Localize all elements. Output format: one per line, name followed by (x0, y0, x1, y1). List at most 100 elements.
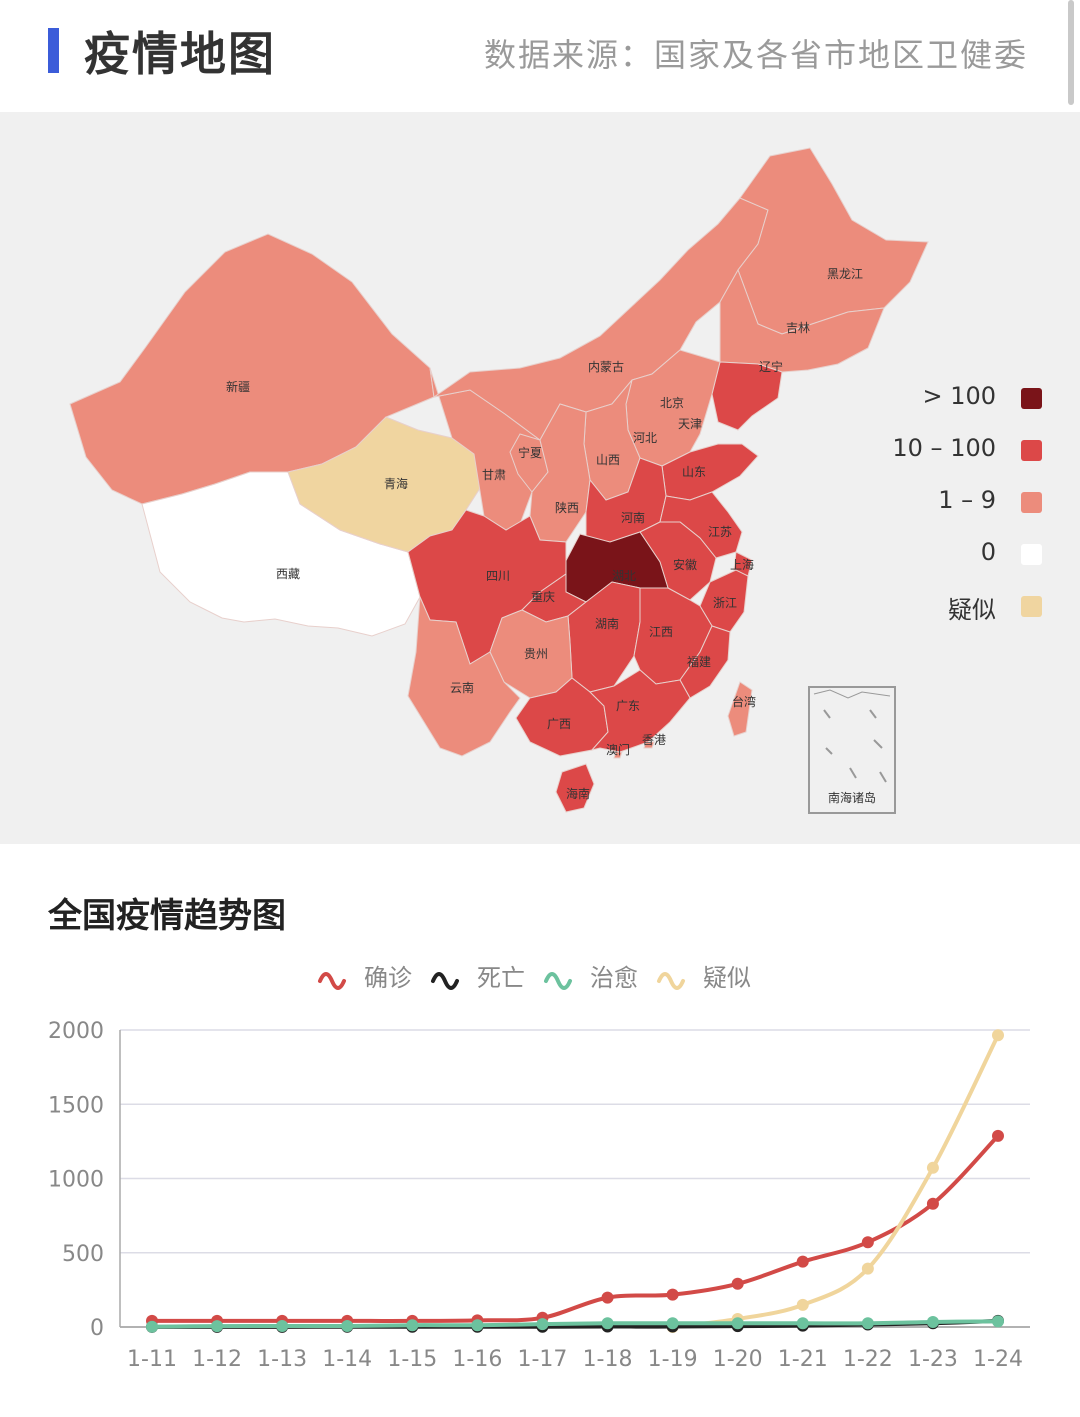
chart-legend: 确诊 死亡 治愈 疑似 (318, 964, 751, 992)
data-point[interactable] (211, 1320, 224, 1333)
data-source: 数据来源：国家及各省市地区卫健委 (483, 36, 1028, 74)
legend-label: 0 (980, 538, 996, 566)
data-point[interactable] (926, 1315, 939, 1328)
region-陕西[interactable] (529, 403, 591, 543)
region-label: 湖南 (595, 616, 619, 631)
region-海南[interactable] (555, 763, 595, 813)
region-label: 江西 (649, 625, 673, 639)
region-label: 浙江 (713, 596, 737, 610)
data-point[interactable] (992, 1129, 1004, 1142)
data-point[interactable] (666, 1288, 679, 1301)
legend-entry[interactable]: 疑似 (657, 964, 751, 992)
data-point[interactable] (731, 1317, 744, 1330)
legend-text: 确诊 (364, 964, 412, 992)
legend-entry[interactable]: 确诊 (318, 964, 412, 992)
inset-label: 南海诸岛 (827, 791, 876, 805)
map-header: 疫情地图 数据来源：国家及各省市地区卫健委 (0, 0, 1080, 112)
data-point[interactable] (601, 1317, 614, 1330)
region-label: 云南 (450, 680, 474, 695)
data-point[interactable] (341, 1319, 354, 1332)
region-label: 上海 (730, 557, 754, 572)
chart-grid: 0 500 1000 1500 2000 (48, 1019, 1030, 1341)
legend-label: 1 – 9 (938, 486, 996, 514)
data-point[interactable] (406, 1319, 419, 1332)
region-台湾[interactable] (727, 681, 753, 737)
legend-item[interactable]: 0 (842, 538, 1042, 590)
legend-label: 疑似 (948, 596, 996, 624)
region-label: 四川 (486, 569, 510, 583)
region-青海[interactable] (287, 416, 485, 553)
region-label: 吉林 (786, 321, 810, 335)
region-云南[interactable] (407, 596, 521, 757)
region-label: 陕西 (555, 500, 579, 515)
legend-swatch (1021, 596, 1042, 617)
region-label: 河南 (621, 510, 645, 525)
data-point[interactable] (146, 1320, 158, 1333)
region-广东[interactable] (589, 669, 691, 753)
legend-entry[interactable]: 死亡 (431, 964, 525, 992)
x-tick-label: 1-16 (452, 1347, 502, 1372)
data-point[interactable] (666, 1317, 679, 1330)
region-label: 辽宁 (759, 359, 783, 374)
region-label: 山西 (596, 453, 620, 467)
legend-swatch (1021, 544, 1042, 565)
region-label: 北京 (660, 396, 684, 410)
y-tick-label: 500 (62, 1242, 104, 1267)
data-point[interactable] (731, 1277, 744, 1290)
legend-icon (544, 972, 572, 990)
series-治愈 (146, 1315, 1004, 1333)
legend-swatch (1021, 440, 1042, 461)
region-label: 湖北 (612, 568, 636, 583)
legend-item[interactable]: > 100 (842, 382, 1042, 434)
region-label: 黑龙江 (827, 267, 863, 281)
trend-section: 全国疫情趋势图 确诊 死亡 治愈 疑似 0 500 1000 1500 2000 1-11 1-12… (0, 844, 1080, 1417)
x-tick-label: 1-14 (322, 1347, 372, 1372)
trend-chart: 确诊 死亡 治愈 疑似 0 500 1000 1500 2000 1-11 1-12 1-13 1-14… (48, 964, 1030, 1372)
data-point[interactable] (471, 1319, 484, 1332)
epidemic-map: 新疆 西藏 青海 甘肃 内蒙古 黑龙江 吉林 辽宁 北京 天津 河北 山西 宁夏 陕西 山东 河南 江苏 安徽 上海… (0, 112, 1080, 844)
data-point[interactable] (796, 1255, 809, 1268)
region-label: 广东 (616, 699, 640, 713)
region-西藏[interactable] (141, 471, 421, 637)
region-香港[interactable] (643, 741, 655, 749)
data-point[interactable] (861, 1317, 874, 1330)
page-title: 疫情地图 (84, 27, 276, 81)
data-point[interactable] (601, 1291, 614, 1304)
region-label: 贵州 (524, 647, 548, 661)
region-label: 重庆 (531, 590, 555, 604)
scrollbar[interactable] (1068, 0, 1074, 105)
legend-icon (318, 972, 346, 990)
legend-entry[interactable]: 治愈 (544, 964, 638, 992)
x-tick-label: 1-23 (908, 1347, 958, 1372)
region-澳门[interactable] (613, 751, 623, 759)
legend-item[interactable]: 1 – 9 (842, 486, 1042, 538)
region-辽宁[interactable] (711, 361, 783, 431)
accent-bar (48, 28, 59, 73)
data-point[interactable] (796, 1298, 809, 1311)
legend-item[interactable]: 10 – 100 (842, 434, 1042, 486)
data-point[interactable] (861, 1262, 874, 1275)
map-regions (69, 147, 929, 813)
data-point[interactable] (926, 1161, 939, 1174)
region-label: 甘肃 (482, 468, 506, 482)
y-tick-label: 1500 (48, 1093, 104, 1118)
region-label: 宁夏 (518, 445, 542, 460)
data-point[interactable] (276, 1319, 289, 1332)
x-tick-label: 1-17 (517, 1347, 567, 1372)
data-point[interactable] (992, 1029, 1004, 1042)
x-tick-label: 1-15 (387, 1347, 437, 1372)
region-黑龙江[interactable] (737, 147, 929, 335)
region-label: 澳门 (606, 742, 630, 757)
data-point[interactable] (536, 1318, 549, 1331)
x-tick-label: 1-13 (257, 1347, 307, 1372)
data-point[interactable] (796, 1317, 809, 1330)
data-point[interactable] (926, 1197, 939, 1210)
legend-text: 疑似 (703, 964, 751, 992)
series-line (152, 1134, 1000, 1323)
series-确诊 (146, 1129, 1004, 1327)
data-point[interactable] (861, 1236, 874, 1249)
region-label: 海南 (566, 786, 590, 801)
legend-item[interactable]: 疑似 (842, 590, 1042, 642)
data-point[interactable] (992, 1315, 1004, 1328)
